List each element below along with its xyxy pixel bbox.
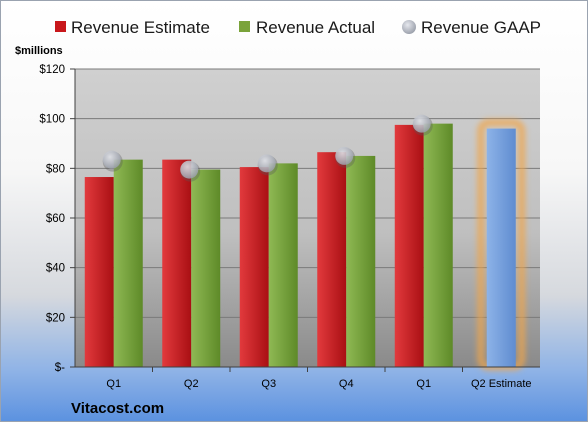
bar-estimate-highlight — [486, 128, 516, 367]
bar-actual — [423, 123, 453, 367]
y-tick-label: $80 — [46, 163, 65, 175]
legend-swatch-estimate — [55, 21, 66, 32]
gaap-marker — [335, 146, 354, 165]
axes: $- $20 $40 $60 $80 $100 $120 Q1 Q2 Q3 Q4 Q1 Q2 Estim… — [39, 64, 540, 390]
x-category-label: Q1 — [106, 378, 121, 390]
y-tick-label: $120 — [39, 64, 65, 76]
legend-swatch-actual — [239, 21, 250, 32]
source-label: Vitacost.com — [71, 400, 164, 417]
x-category-label: Q2 — [184, 378, 199, 390]
y-tick-label: $20 — [46, 312, 65, 324]
y-axis-unit-label: $millions — [15, 45, 63, 57]
y-tick-label: $60 — [46, 213, 65, 225]
gaap-marker — [257, 154, 276, 173]
legend: Revenue Estimate Revenue Actual Revenue … — [55, 18, 541, 37]
x-category-label: Q1 — [416, 378, 431, 390]
bar-estimate — [162, 159, 192, 367]
bar-estimate — [84, 177, 114, 367]
legend-label-estimate: Revenue Estimate — [71, 18, 210, 37]
legend-swatch-gaap — [402, 20, 416, 34]
bar-actual — [113, 159, 143, 367]
legend-label-actual: Revenue Actual — [256, 18, 375, 37]
bar-actual — [346, 155, 376, 367]
gaap-marker — [412, 114, 431, 133]
x-category-label: Q4 — [339, 378, 354, 390]
y-tick-label: $100 — [39, 114, 65, 126]
gaap-marker — [180, 160, 199, 179]
legend-label-gaap: Revenue GAAP — [421, 18, 541, 37]
y-tick-label: $40 — [46, 263, 65, 275]
bar-estimate — [317, 152, 347, 367]
gridlines — [75, 68, 540, 318]
bar-actual — [268, 163, 298, 367]
bar-estimate — [394, 124, 424, 367]
x-category-label: Q3 — [261, 378, 276, 390]
bars — [84, 119, 526, 371]
x-category-label: Q2 Estimate — [471, 378, 532, 390]
bar-estimate — [239, 167, 269, 367]
bar-actual — [191, 169, 221, 367]
gaap-marker — [102, 150, 121, 169]
y-tick-label: $- — [55, 362, 65, 374]
gaap-markers — [102, 114, 433, 182]
